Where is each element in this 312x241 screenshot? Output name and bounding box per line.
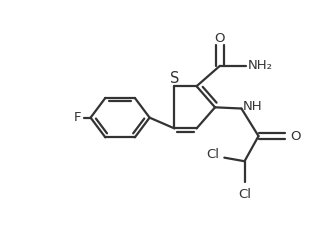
Text: S: S — [170, 71, 179, 86]
Text: O: O — [215, 32, 225, 45]
Text: Cl: Cl — [207, 148, 220, 161]
Text: NH: NH — [243, 100, 263, 113]
Text: Cl: Cl — [238, 187, 251, 201]
Text: F: F — [74, 111, 81, 124]
Text: O: O — [290, 130, 301, 143]
Text: NH₂: NH₂ — [248, 59, 273, 72]
